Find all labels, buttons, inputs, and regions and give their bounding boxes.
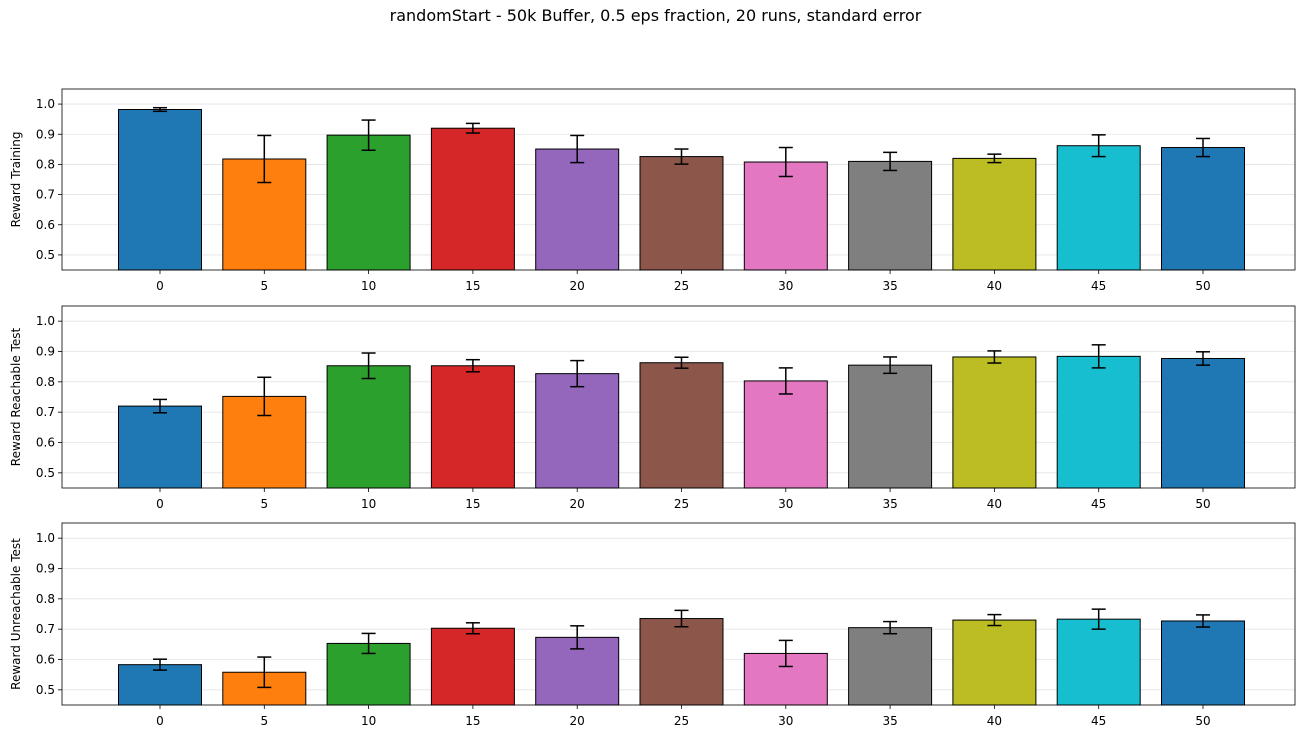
x-tick-label: 30 — [778, 497, 793, 511]
x-tick-label: 15 — [465, 714, 480, 728]
y-tick-label: 1.0 — [36, 314, 55, 328]
x-tick-label: 0 — [156, 497, 164, 511]
x-tick-label: 10 — [361, 714, 376, 728]
x-tick-label: 35 — [882, 279, 897, 293]
bar — [1056, 618, 1141, 706]
x-tick-label: 40 — [987, 497, 1002, 511]
bar — [430, 365, 515, 489]
y-tick-label: 0.5 — [36, 683, 55, 697]
y-tick-label: 0.6 — [36, 218, 55, 232]
x-tick-label: 35 — [882, 497, 897, 511]
y-tick-label: 0.7 — [36, 622, 55, 636]
axes-frame — [61, 305, 1296, 489]
bar — [326, 365, 411, 489]
y-tick-label: 0.9 — [36, 345, 55, 359]
bar — [743, 380, 828, 489]
x-tick-label: 30 — [778, 279, 793, 293]
x-tick-label: 20 — [570, 497, 585, 511]
bar — [848, 160, 933, 271]
y-axis-label: Reward Training — [9, 132, 23, 228]
y-tick-label: 0.6 — [36, 653, 55, 667]
bar — [1161, 147, 1245, 271]
bar — [639, 362, 724, 489]
bar — [535, 373, 620, 489]
y-tick-label: 0.5 — [36, 248, 55, 262]
subplot-2: 0.5 0.6 0.7 0.8 0.9 1.0 0 5 10 15 20 25 30 35 40 45 50 Re… — [9, 305, 1296, 511]
bar — [1056, 145, 1141, 271]
x-tick-label: 15 — [465, 497, 480, 511]
bar — [118, 109, 202, 271]
x-tick-label: 25 — [674, 279, 689, 293]
bar — [430, 627, 515, 706]
bar — [118, 405, 202, 489]
x-tick-label: 20 — [570, 714, 585, 728]
x-tick-label: 25 — [674, 714, 689, 728]
x-tick-label: 10 — [361, 497, 376, 511]
figure-title: randomStart - 50k Buffer, 0.5 eps fracti… — [389, 6, 922, 25]
bar — [1056, 355, 1141, 489]
y-tick-label: 0.8 — [36, 375, 55, 389]
subplot-1: 0.5 0.6 0.7 0.8 0.9 1.0 0 5 10 15 20 25 30 35 40 45 50 Re… — [9, 88, 1296, 293]
bar — [1161, 620, 1245, 706]
bar — [848, 627, 933, 706]
x-tick-label: 50 — [1195, 497, 1210, 511]
bar — [952, 356, 1037, 489]
y-tick-label: 1.0 — [36, 97, 55, 111]
x-tick-label: 50 — [1195, 279, 1210, 293]
x-tick-label: 45 — [1091, 497, 1106, 511]
bar — [639, 618, 724, 706]
x-tick-label: 40 — [987, 279, 1002, 293]
x-tick-label: 5 — [260, 279, 268, 293]
x-tick-label: 25 — [674, 497, 689, 511]
y-tick-label: 0.7 — [36, 188, 55, 202]
y-tick-label: 0.6 — [36, 436, 55, 450]
bar — [639, 156, 724, 271]
bar — [848, 364, 933, 489]
y-axis-label: Reward Reachable Test — [9, 328, 23, 467]
y-tick-label: 1.0 — [36, 531, 55, 545]
x-tick-label: 30 — [778, 714, 793, 728]
y-tick-label: 0.8 — [36, 592, 55, 606]
x-tick-label: 20 — [570, 279, 585, 293]
y-tick-label: 0.5 — [36, 466, 55, 480]
y-tick-label: 0.9 — [36, 562, 55, 576]
x-tick-label: 15 — [465, 279, 480, 293]
axes-frame — [61, 88, 1296, 271]
bar — [1161, 357, 1245, 489]
axes-frame — [61, 522, 1296, 706]
y-tick-label: 0.8 — [36, 157, 55, 171]
bar — [952, 619, 1037, 706]
x-tick-label: 50 — [1195, 714, 1210, 728]
y-tick-label: 0.9 — [36, 127, 55, 141]
x-tick-label: 10 — [361, 279, 376, 293]
x-tick-label: 45 — [1091, 279, 1106, 293]
bar — [743, 161, 828, 271]
x-tick-label: 5 — [260, 714, 268, 728]
subplot-3: 0.5 0.6 0.7 0.8 0.9 1.0 0 5 10 15 20 25 30 35 40 45 50 Re… — [9, 522, 1296, 728]
x-tick-label: 5 — [260, 497, 268, 511]
y-tick-label: 0.7 — [36, 405, 55, 419]
bar — [535, 148, 620, 271]
bar — [430, 127, 515, 271]
bar — [326, 134, 411, 271]
x-tick-label: 0 — [156, 279, 164, 293]
x-tick-label: 40 — [987, 714, 1002, 728]
x-tick-label: 45 — [1091, 714, 1106, 728]
x-tick-label: 0 — [156, 714, 164, 728]
bar — [952, 157, 1037, 271]
x-tick-label: 35 — [882, 714, 897, 728]
y-axis-label: Reward Unreachable Test — [9, 538, 23, 690]
